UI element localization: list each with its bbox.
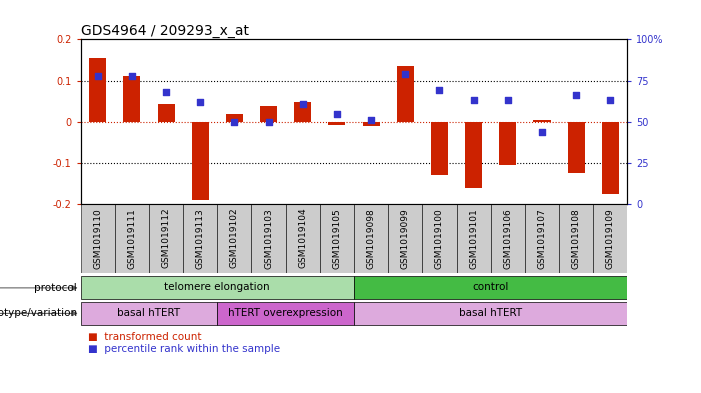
Bar (354, 276, 627, 299)
Text: GSM1019109: GSM1019109 (606, 208, 615, 268)
Point (536, 129, 547, 135)
Bar (593, 204, 627, 273)
Text: GSM1019113: GSM1019113 (196, 208, 205, 268)
Text: GSM1019103: GSM1019103 (264, 208, 273, 268)
Bar (252, 204, 286, 273)
Bar (422, 204, 456, 273)
Text: GSM1019100: GSM1019100 (435, 208, 444, 268)
Text: GSM1019105: GSM1019105 (332, 208, 341, 268)
Bar (491, 204, 525, 273)
Bar (499, 122, 517, 165)
Point (263, 119, 274, 125)
Text: genotype/variation: genotype/variation (0, 309, 77, 318)
Bar (525, 204, 559, 273)
Point (229, 119, 240, 125)
Point (332, 110, 343, 117)
Bar (328, 122, 346, 125)
Bar (191, 122, 209, 200)
Point (468, 97, 479, 103)
Bar (354, 302, 627, 325)
Text: GSM1019111: GSM1019111 (128, 208, 137, 268)
Bar (115, 204, 149, 273)
Bar (286, 204, 320, 273)
Text: GSM1019107: GSM1019107 (538, 208, 547, 268)
Point (161, 89, 172, 95)
Bar (149, 204, 183, 273)
Point (365, 117, 376, 123)
Text: telomere elongation: telomere elongation (165, 282, 270, 292)
Bar (362, 122, 380, 126)
Bar (431, 122, 448, 175)
Bar (294, 102, 311, 122)
Bar (260, 106, 277, 122)
Bar (217, 204, 252, 273)
Text: GDS4964 / 209293_x_at: GDS4964 / 209293_x_at (81, 24, 249, 38)
Text: protocol: protocol (34, 283, 77, 293)
Point (571, 92, 582, 99)
Bar (123, 75, 140, 122)
Bar (81, 204, 115, 273)
Point (297, 101, 308, 107)
Bar (89, 58, 107, 122)
Bar (183, 204, 217, 273)
Bar (456, 204, 491, 273)
Text: GSM1019102: GSM1019102 (230, 208, 239, 268)
Bar (354, 204, 388, 273)
Text: basal hTERT: basal hTERT (459, 308, 522, 318)
Bar (601, 122, 619, 194)
Bar (320, 204, 354, 273)
Text: ■  percentile rank within the sample: ■ percentile rank within the sample (88, 344, 280, 354)
Text: ■  transformed count: ■ transformed count (88, 332, 201, 342)
Point (195, 99, 206, 105)
Bar (81, 302, 217, 325)
Text: GSM1019101: GSM1019101 (469, 208, 478, 268)
Text: GSM1019104: GSM1019104 (298, 208, 307, 268)
Bar (158, 105, 175, 122)
Point (92, 72, 103, 79)
Bar (465, 122, 482, 188)
Bar (388, 204, 422, 273)
Bar (217, 302, 354, 325)
Text: GSM1019112: GSM1019112 (161, 208, 170, 268)
Text: GSM1019099: GSM1019099 (401, 208, 410, 268)
Point (434, 87, 445, 94)
Text: basal hTERT: basal hTERT (117, 308, 181, 318)
Text: GSM1019108: GSM1019108 (571, 208, 580, 268)
Bar (559, 204, 593, 273)
Bar (226, 114, 243, 122)
Bar (397, 66, 414, 122)
Bar (81, 276, 354, 299)
Text: hTERT overexpression: hTERT overexpression (229, 308, 343, 318)
Text: GSM1019106: GSM1019106 (503, 208, 512, 268)
Text: GSM1019098: GSM1019098 (367, 208, 376, 268)
Bar (568, 122, 585, 173)
Point (502, 97, 513, 103)
Point (400, 71, 411, 77)
Point (126, 72, 137, 79)
Text: control: control (472, 282, 509, 292)
Text: GSM1019110: GSM1019110 (93, 208, 102, 268)
Point (605, 97, 616, 103)
Bar (533, 120, 550, 122)
